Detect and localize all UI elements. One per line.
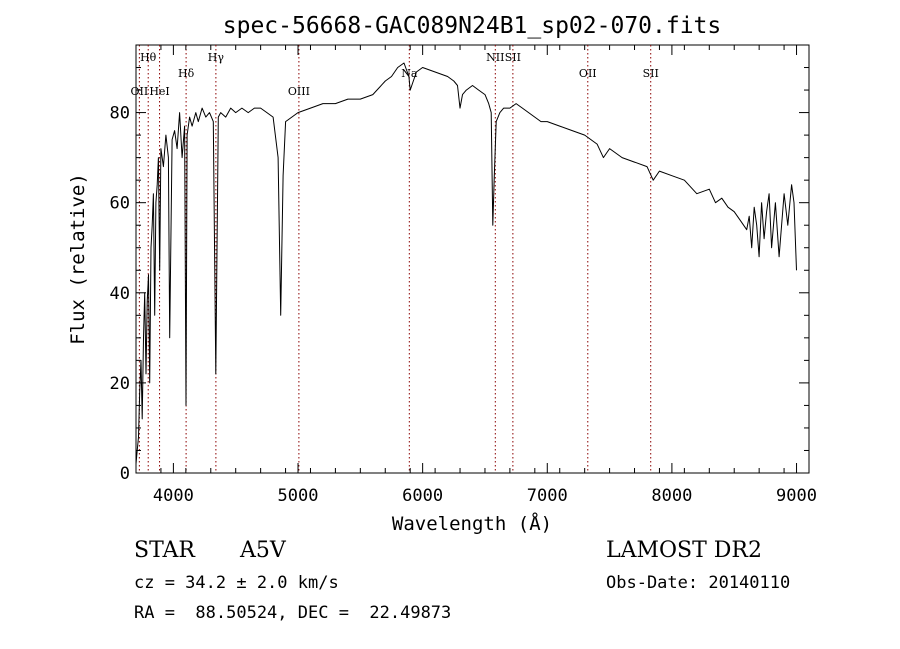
line-marker-label: HeI — [149, 85, 169, 98]
line-marker-label: Na — [401, 67, 418, 80]
y-axis-label: Flux (relative) — [67, 173, 89, 345]
line-marker-label: Hθ — [140, 51, 157, 64]
line-marker-label: NII — [486, 51, 504, 64]
spectrum-line — [135, 62, 797, 465]
x-tick-label: 5000 — [278, 486, 319, 506]
y-tick-label: 80 — [110, 104, 130, 124]
x-tick-label: 7000 — [527, 486, 568, 506]
spectral-subclass: A5V — [240, 538, 286, 563]
line-marker-label: Hγ — [208, 51, 225, 64]
coordinates: RA = 88.50524, DEC = 22.49873 — [134, 603, 452, 623]
survey-name: LAMOST DR2 — [606, 538, 762, 563]
y-tick-label: 40 — [110, 284, 130, 304]
line-marker-label: SII — [643, 67, 659, 80]
x-axis-label: Wavelength (Å) — [392, 512, 552, 535]
redshift-velocity: cz = 34.2 ± 2.0 km/s — [134, 573, 339, 593]
x-tick-label: 8000 — [651, 486, 692, 506]
y-tick-label: 60 — [110, 194, 130, 214]
line-marker-label: OIII — [288, 85, 310, 98]
line-marker-label: SII — [505, 51, 521, 64]
y-tick-label: 20 — [110, 374, 130, 394]
x-tick-label: 6000 — [402, 486, 443, 506]
spectrum-series — [135, 62, 797, 465]
line-marker-label: OII — [579, 67, 597, 80]
object-type: STAR — [134, 538, 195, 563]
x-tick-label: 4000 — [153, 486, 194, 506]
axes: 4000 5000 6000 7000 8000 9000 0 20 40 60 80 — [110, 44, 817, 506]
line-marker-label: Hδ — [178, 67, 195, 80]
plot-frame — [135, 44, 810, 474]
observation-date: Obs-Date: 20140110 — [606, 573, 791, 593]
line-marker-label: OII — [131, 85, 149, 98]
y-tick-label: 0 — [120, 464, 130, 484]
chart-title: spec-56668-GAC089N24B1_sp02-070.fits — [223, 13, 722, 39]
x-tick-label: 9000 — [776, 486, 817, 506]
